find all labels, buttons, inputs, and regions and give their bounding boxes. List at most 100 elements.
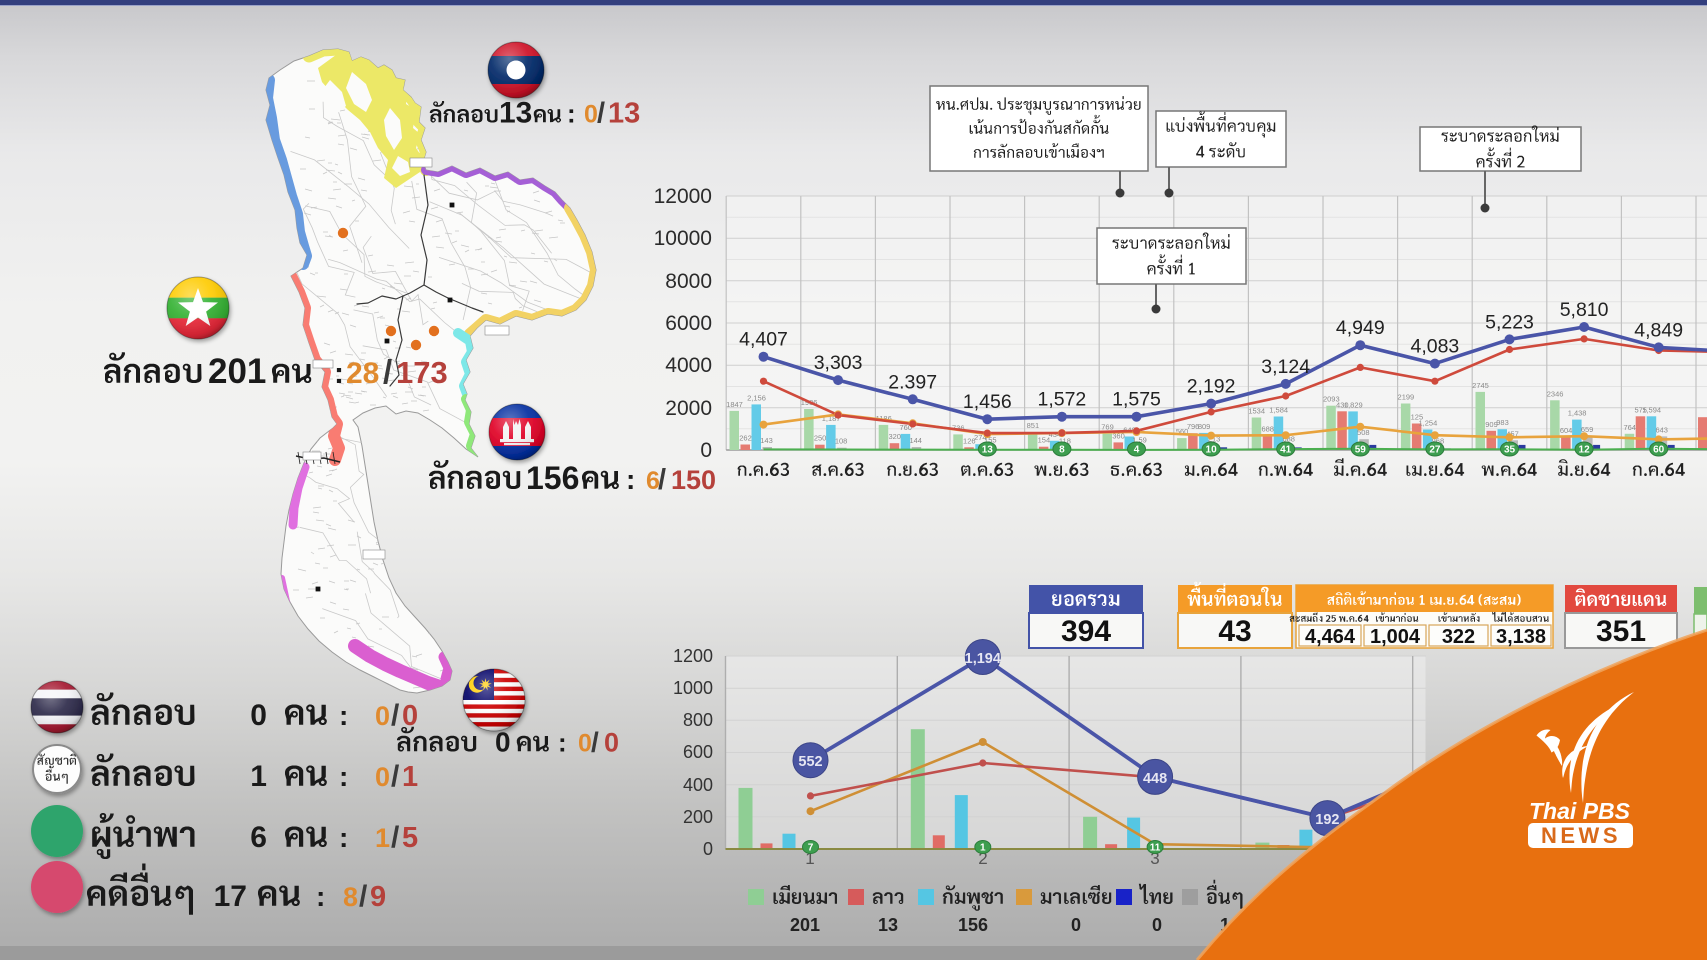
- svg-text:1534: 1534: [1248, 407, 1265, 416]
- svg-text:2,192: 2,192: [1187, 376, 1236, 398]
- svg-text:760: 760: [899, 423, 912, 432]
- svg-text:13: 13: [499, 97, 532, 130]
- svg-text:851: 851: [1027, 421, 1040, 430]
- svg-text:126: 126: [963, 436, 976, 445]
- svg-text:13: 13: [608, 98, 640, 130]
- svg-text::: :: [316, 881, 325, 912]
- svg-text:0: 0: [375, 701, 390, 731]
- svg-text:1847: 1847: [726, 400, 743, 409]
- svg-text:/: /: [391, 821, 400, 854]
- svg-text:0: 0: [584, 101, 598, 129]
- svg-text:192: 192: [1315, 812, 1339, 828]
- svg-text:/: /: [383, 353, 392, 390]
- svg-text:4,949: 4,949: [1336, 317, 1385, 339]
- svg-text:17: 17: [214, 880, 247, 913]
- svg-text::: :: [339, 700, 348, 731]
- svg-text:1: 1: [250, 760, 267, 793]
- svg-text::: :: [558, 728, 567, 758]
- svg-text:125: 125: [1411, 413, 1424, 422]
- svg-text:0: 0: [495, 727, 511, 758]
- svg-text:213: 213: [1208, 435, 1221, 444]
- svg-text:1000: 1000: [673, 678, 713, 698]
- svg-text:8: 8: [1059, 445, 1065, 456]
- svg-text:2,156: 2,156: [747, 393, 766, 402]
- svg-text:1,572: 1,572: [1037, 389, 1086, 411]
- svg-text:10000: 10000: [654, 227, 712, 250]
- svg-text:4: 4: [1134, 445, 1140, 456]
- svg-text:4,849: 4,849: [1634, 319, 1683, 341]
- svg-text:1,575: 1,575: [1112, 389, 1161, 411]
- svg-text:1,004: 1,004: [1370, 626, 1421, 648]
- svg-text:108: 108: [835, 437, 848, 446]
- svg-text:5,810: 5,810: [1560, 299, 1609, 321]
- svg-text:457: 457: [1506, 429, 1519, 438]
- svg-text:7: 7: [808, 843, 814, 854]
- svg-text:118: 118: [1059, 437, 1071, 446]
- svg-text:3,138: 3,138: [1496, 626, 1546, 648]
- svg-text:5: 5: [402, 822, 418, 854]
- svg-text:8: 8: [343, 882, 358, 912]
- svg-text:200: 200: [683, 807, 713, 827]
- svg-text:274: 274: [974, 433, 987, 442]
- svg-text:13: 13: [982, 445, 994, 456]
- svg-text:250: 250: [814, 434, 827, 443]
- svg-text:1,456: 1,456: [963, 391, 1012, 413]
- svg-text:27: 27: [1429, 445, 1441, 456]
- svg-text:600: 600: [683, 742, 713, 762]
- svg-text:769: 769: [1101, 423, 1114, 432]
- svg-text:1,194: 1,194: [965, 651, 1001, 667]
- svg-text:1: 1: [375, 823, 390, 853]
- svg-text:448: 448: [1143, 771, 1167, 787]
- svg-text::: :: [334, 357, 344, 390]
- svg-text:173: 173: [396, 355, 448, 390]
- svg-text:/: /: [597, 98, 605, 130]
- svg-text:NEWS: NEWS: [1541, 823, 1621, 848]
- svg-text:0: 0: [604, 728, 619, 758]
- svg-text:/: /: [359, 880, 368, 913]
- svg-text::: :: [567, 99, 576, 129]
- svg-text:1: 1: [980, 843, 986, 854]
- svg-text:1: 1: [805, 849, 814, 868]
- svg-text:12000: 12000: [654, 185, 712, 208]
- svg-text:0: 0: [1071, 915, 1081, 935]
- svg-text:2199: 2199: [1398, 393, 1415, 402]
- svg-text:1,187: 1,187: [822, 414, 841, 423]
- svg-text:764: 764: [1623, 423, 1636, 432]
- svg-text:360: 360: [1112, 431, 1125, 440]
- svg-text:2: 2: [978, 849, 987, 868]
- svg-text:1: 1: [1220, 915, 1230, 935]
- svg-text:143: 143: [760, 436, 773, 445]
- svg-text:Thai PBS: Thai PBS: [1529, 798, 1631, 824]
- svg-text:6000: 6000: [665, 312, 712, 335]
- svg-text:0: 0: [703, 839, 713, 859]
- svg-text:2093: 2093: [1323, 395, 1340, 404]
- svg-text:688: 688: [1261, 424, 1274, 433]
- svg-text:201: 201: [208, 352, 266, 391]
- svg-text::: :: [339, 761, 348, 792]
- svg-text:809: 809: [1198, 422, 1211, 431]
- svg-text:9: 9: [370, 881, 386, 913]
- svg-text:28: 28: [346, 357, 379, 390]
- svg-text:10: 10: [1206, 445, 1218, 456]
- svg-text:6: 6: [646, 467, 660, 495]
- svg-text:59: 59: [1355, 445, 1367, 456]
- svg-text:3,124: 3,124: [1261, 356, 1310, 378]
- svg-text:394: 394: [1061, 615, 1111, 648]
- svg-text:1,594: 1,594: [1642, 405, 1661, 414]
- svg-text:1,829: 1,829: [1344, 400, 1363, 409]
- svg-text:1200: 1200: [673, 646, 713, 666]
- svg-text:5,223: 5,223: [1485, 311, 1534, 333]
- svg-text:144: 144: [909, 436, 922, 445]
- svg-text:2.397: 2.397: [888, 371, 937, 393]
- svg-text:154: 154: [1038, 436, 1051, 445]
- svg-text:1186: 1186: [876, 414, 892, 423]
- svg-text:643: 643: [1655, 425, 1668, 434]
- svg-text:800: 800: [683, 710, 713, 730]
- svg-text:909: 909: [1485, 420, 1498, 429]
- svg-text:4,083: 4,083: [1410, 336, 1459, 358]
- svg-text:6: 6: [250, 821, 267, 854]
- svg-text:1,254: 1,254: [1419, 419, 1438, 428]
- svg-text:430: 430: [1336, 400, 1349, 409]
- svg-text:0: 0: [700, 439, 712, 462]
- svg-text:552: 552: [798, 754, 822, 770]
